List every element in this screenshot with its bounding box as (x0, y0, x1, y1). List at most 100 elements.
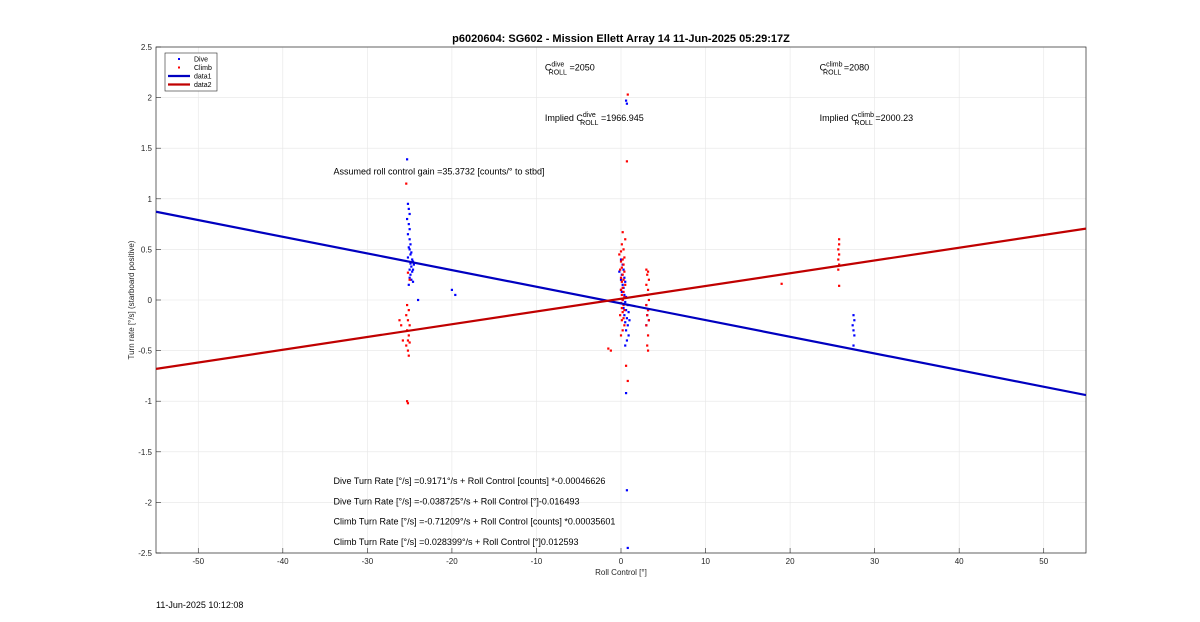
dive-point (406, 217, 409, 221)
dive-point (408, 238, 411, 241)
annotation-climb-counts: Climb Turn Rate [°/s] =-0.71209°/s + Rol… (334, 517, 616, 527)
climb-point (398, 319, 401, 322)
grid (156, 46, 1086, 554)
dive-point (624, 309, 628, 312)
climb-point (624, 283, 627, 286)
climb-point (623, 270, 626, 273)
climb-point (406, 400, 409, 403)
dive-point (627, 334, 630, 337)
plot-area (156, 93, 1086, 550)
dive-point (406, 202, 410, 205)
annotation-cclimb: Cclimb ROLL =2080 (820, 61, 869, 76)
annotation-dive-counts: Dive Turn Rate [°/s] =0.9171°/s + Roll C… (334, 476, 606, 486)
dive-point (623, 293, 626, 297)
climb-point (646, 334, 650, 337)
dive-point (410, 265, 413, 268)
climb-point (621, 311, 624, 314)
climb-point (406, 303, 409, 307)
dive-point (619, 278, 623, 281)
climb-point (645, 283, 648, 286)
legend-item-dive: Dive (178, 57, 208, 64)
annotation-dive-deg: Dive Turn Rate [°/s] =-0.038725°/s + Rol… (334, 496, 580, 506)
legend-label: data2 (194, 82, 212, 89)
y-tick-label: -1 (145, 397, 153, 406)
dive-point (412, 263, 415, 266)
dive-point (409, 273, 412, 276)
climb-point (622, 290, 625, 294)
climb-point (406, 339, 410, 342)
y-tick-label: 2.5 (141, 43, 153, 52)
annotation-cdive: Cdive ROLL =2050 (545, 61, 595, 76)
dive-point (406, 256, 410, 259)
x-tick-label: -20 (446, 557, 458, 566)
climb-point (406, 349, 410, 352)
dive-point (408, 212, 411, 216)
dive-point (852, 314, 855, 317)
dive-point (411, 258, 414, 261)
climb-point (646, 344, 649, 347)
annotation-gain: Assumed roll control gain =35.3732 [coun… (334, 167, 545, 177)
dive-point (623, 314, 626, 317)
dive-point (624, 280, 627, 283)
climb-point (621, 258, 624, 261)
dive-point (411, 270, 414, 273)
y-tick-label: -2.5 (138, 549, 152, 558)
footer-timestamp: 11-Jun-2025 10:12:08 (156, 600, 244, 610)
dive-point (628, 319, 631, 322)
climb-point (624, 364, 628, 367)
dive-point (625, 339, 629, 342)
x-tick-label: -50 (192, 557, 204, 566)
y-tick-label: -0.5 (138, 347, 152, 356)
climb-point (837, 248, 840, 251)
climb-point (408, 341, 411, 344)
dive-point (407, 246, 410, 249)
climb-point (838, 253, 841, 256)
legend-item-climb: Climb (178, 65, 212, 72)
climb-point (623, 256, 626, 259)
climb-point (622, 278, 625, 281)
climb-point (647, 278, 650, 281)
climb-point (780, 282, 783, 285)
dive-point (407, 283, 410, 286)
dive-point (621, 283, 624, 286)
x-tick-label: 20 (786, 557, 795, 566)
dive-point (407, 223, 410, 226)
x-tick-label: 30 (870, 557, 879, 566)
dive-point (410, 251, 413, 254)
dive-point (408, 248, 411, 251)
climb-point (405, 314, 408, 317)
dive-point (624, 329, 628, 332)
x-tick-label: 0 (619, 557, 624, 566)
legend-item-data2: data2 (168, 82, 212, 89)
climb-point (619, 334, 623, 337)
dive-point (411, 280, 415, 283)
climb-point (619, 314, 622, 317)
climb-point (620, 319, 623, 322)
climb-point (406, 271, 410, 274)
climb-point (618, 253, 621, 256)
climb-point (838, 284, 841, 287)
climb-point (624, 238, 627, 241)
climb-point (645, 303, 648, 307)
dive-point (625, 102, 629, 105)
annotation-iclimb: Implied Cclimb ROLL =2000.23 (820, 112, 913, 127)
x-tick-label: 50 (1039, 557, 1048, 566)
climb-point (407, 309, 410, 312)
dive-point (624, 99, 628, 102)
climb-point (407, 334, 410, 337)
climb-point (621, 231, 624, 234)
dive-point (622, 306, 625, 310)
legend-label: Climb (194, 65, 212, 72)
climb-point (622, 303, 625, 307)
climb-point (407, 354, 410, 357)
x-tick-label: -40 (277, 557, 289, 566)
dive-point (852, 344, 855, 347)
climb-point (609, 349, 612, 352)
y-tick-label: 0 (148, 296, 153, 305)
dive-point (450, 288, 454, 291)
climb-point (400, 324, 403, 327)
climb-point (837, 268, 840, 271)
dive-point (624, 344, 627, 347)
